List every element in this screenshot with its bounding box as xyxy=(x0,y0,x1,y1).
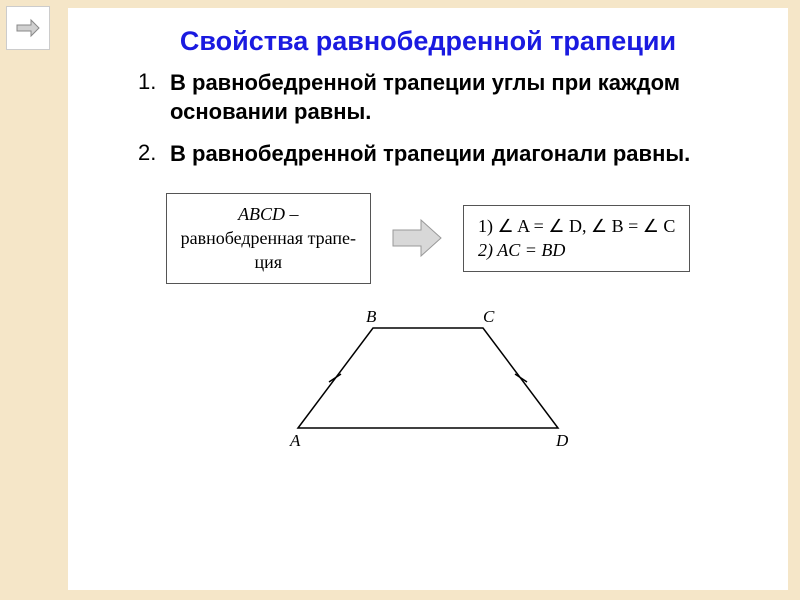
conclusion-box: 1) ∠ A = ∠ D, ∠ B = ∠ C 2) AC = BD xyxy=(463,205,690,272)
slide-title: Свойства равнобедренной трапеции xyxy=(98,26,758,57)
arrow-right-icon xyxy=(389,216,445,260)
premise-line: равнобедренная трапе- xyxy=(181,226,356,250)
implies-arrow xyxy=(387,213,447,263)
trapezoid-svg: A B C D xyxy=(278,308,578,458)
list-number: 1. xyxy=(138,69,170,126)
arrow-right-icon xyxy=(15,15,41,41)
list-item: 2. В равнобедренной трапеции диагонали р… xyxy=(98,140,758,169)
premise-line: ция xyxy=(181,250,356,274)
trapezoid-shape xyxy=(298,328,558,428)
premise-line: ABCD – xyxy=(181,202,356,226)
list-text: В равнобедренной трапеции углы при каждо… xyxy=(170,69,758,126)
list-number: 2. xyxy=(138,140,170,169)
vertex-label-c: C xyxy=(483,308,495,326)
vertex-label-a: A xyxy=(289,431,301,450)
tick-mark xyxy=(515,374,527,382)
tick-mark xyxy=(329,374,341,382)
conclusion-line: 1) ∠ A = ∠ D, ∠ B = ∠ C xyxy=(478,214,675,238)
vertex-label-b: B xyxy=(366,308,377,326)
vertex-label-d: D xyxy=(555,431,569,450)
slide-content: Свойства равнобедренной трапеции 1. В ра… xyxy=(68,8,788,590)
conclusion-line: 2) AC = BD xyxy=(478,238,675,262)
premise-box: ABCD – равнобедренная трапе- ция xyxy=(166,193,371,284)
trapezoid-diagram: A B C D xyxy=(98,308,758,458)
implication-row: ABCD – равнобедренная трапе- ция 1) ∠ A … xyxy=(98,193,758,284)
list-item: 1. В равнобедренной трапеции углы при ка… xyxy=(98,69,758,126)
back-button[interactable] xyxy=(6,6,50,50)
list-text: В равнобедренной трапеции диагонали равн… xyxy=(170,140,690,169)
